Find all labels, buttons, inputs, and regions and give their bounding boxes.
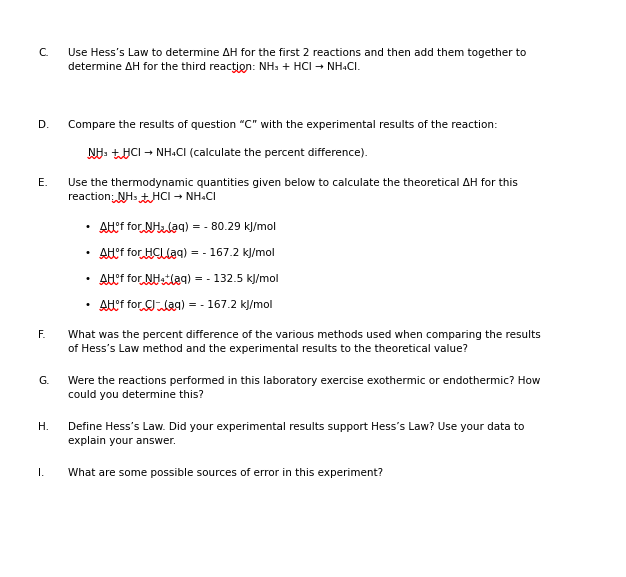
Text: •: • [85,274,91,284]
Text: NH₃ + HCl → NH₄Cl (calculate the percent difference).: NH₃ + HCl → NH₄Cl (calculate the percent… [88,148,368,158]
Text: explain your answer.: explain your answer. [68,436,176,446]
Text: ΔH°f for NH₃ (aq) = - 80.29 kJ/mol: ΔH°f for NH₃ (aq) = - 80.29 kJ/mol [100,222,276,232]
Text: C.: C. [38,48,49,58]
Text: ΔH°f for HCl (aq) = - 167.2 kJ/mol: ΔH°f for HCl (aq) = - 167.2 kJ/mol [100,248,275,258]
Text: G.: G. [38,376,49,386]
Text: F.: F. [38,330,46,340]
Text: Define Hess’s Law. Did your experimental results support Hess’s Law? Use your da: Define Hess’s Law. Did your experimental… [68,422,525,432]
Text: of Hess’s Law method and the experimental results to the theoretical value?: of Hess’s Law method and the experimenta… [68,344,468,354]
Text: could you determine this?: could you determine this? [68,390,204,400]
Text: D.: D. [38,120,49,130]
Text: •: • [85,222,91,232]
Text: I.: I. [38,468,44,478]
Text: •: • [85,300,91,310]
Text: Compare the results of question “C” with the experimental results of the reactio: Compare the results of question “C” with… [68,120,498,130]
Text: Use the thermodynamic quantities given below to calculate the theoretical ΔH for: Use the thermodynamic quantities given b… [68,178,518,188]
Text: E.: E. [38,178,48,188]
Text: H.: H. [38,422,49,432]
Text: Use Hess’s Law to determine ΔH for the first 2 reactions and then add them toget: Use Hess’s Law to determine ΔH for the f… [68,48,526,58]
Text: What was the percent difference of the various methods used when comparing the r: What was the percent difference of the v… [68,330,541,340]
Text: What are some possible sources of error in this experiment?: What are some possible sources of error … [68,468,383,478]
Text: ΔH°f for Cl⁻ (aq) = - 167.2 kJ/mol: ΔH°f for Cl⁻ (aq) = - 167.2 kJ/mol [100,300,272,310]
Text: •: • [85,248,91,258]
Text: Were the reactions performed in this laboratory exercise exothermic or endotherm: Were the reactions performed in this lab… [68,376,540,386]
Text: reaction: NH₃ + HCl → NH₄Cl: reaction: NH₃ + HCl → NH₄Cl [68,192,216,202]
Text: determine ΔH for the third reaction: NH₃ + HCl → NH₄Cl.: determine ΔH for the third reaction: NH₃… [68,62,361,72]
Text: ΔH°f for NH₄⁺(aq) = - 132.5 kJ/mol: ΔH°f for NH₄⁺(aq) = - 132.5 kJ/mol [100,274,279,284]
